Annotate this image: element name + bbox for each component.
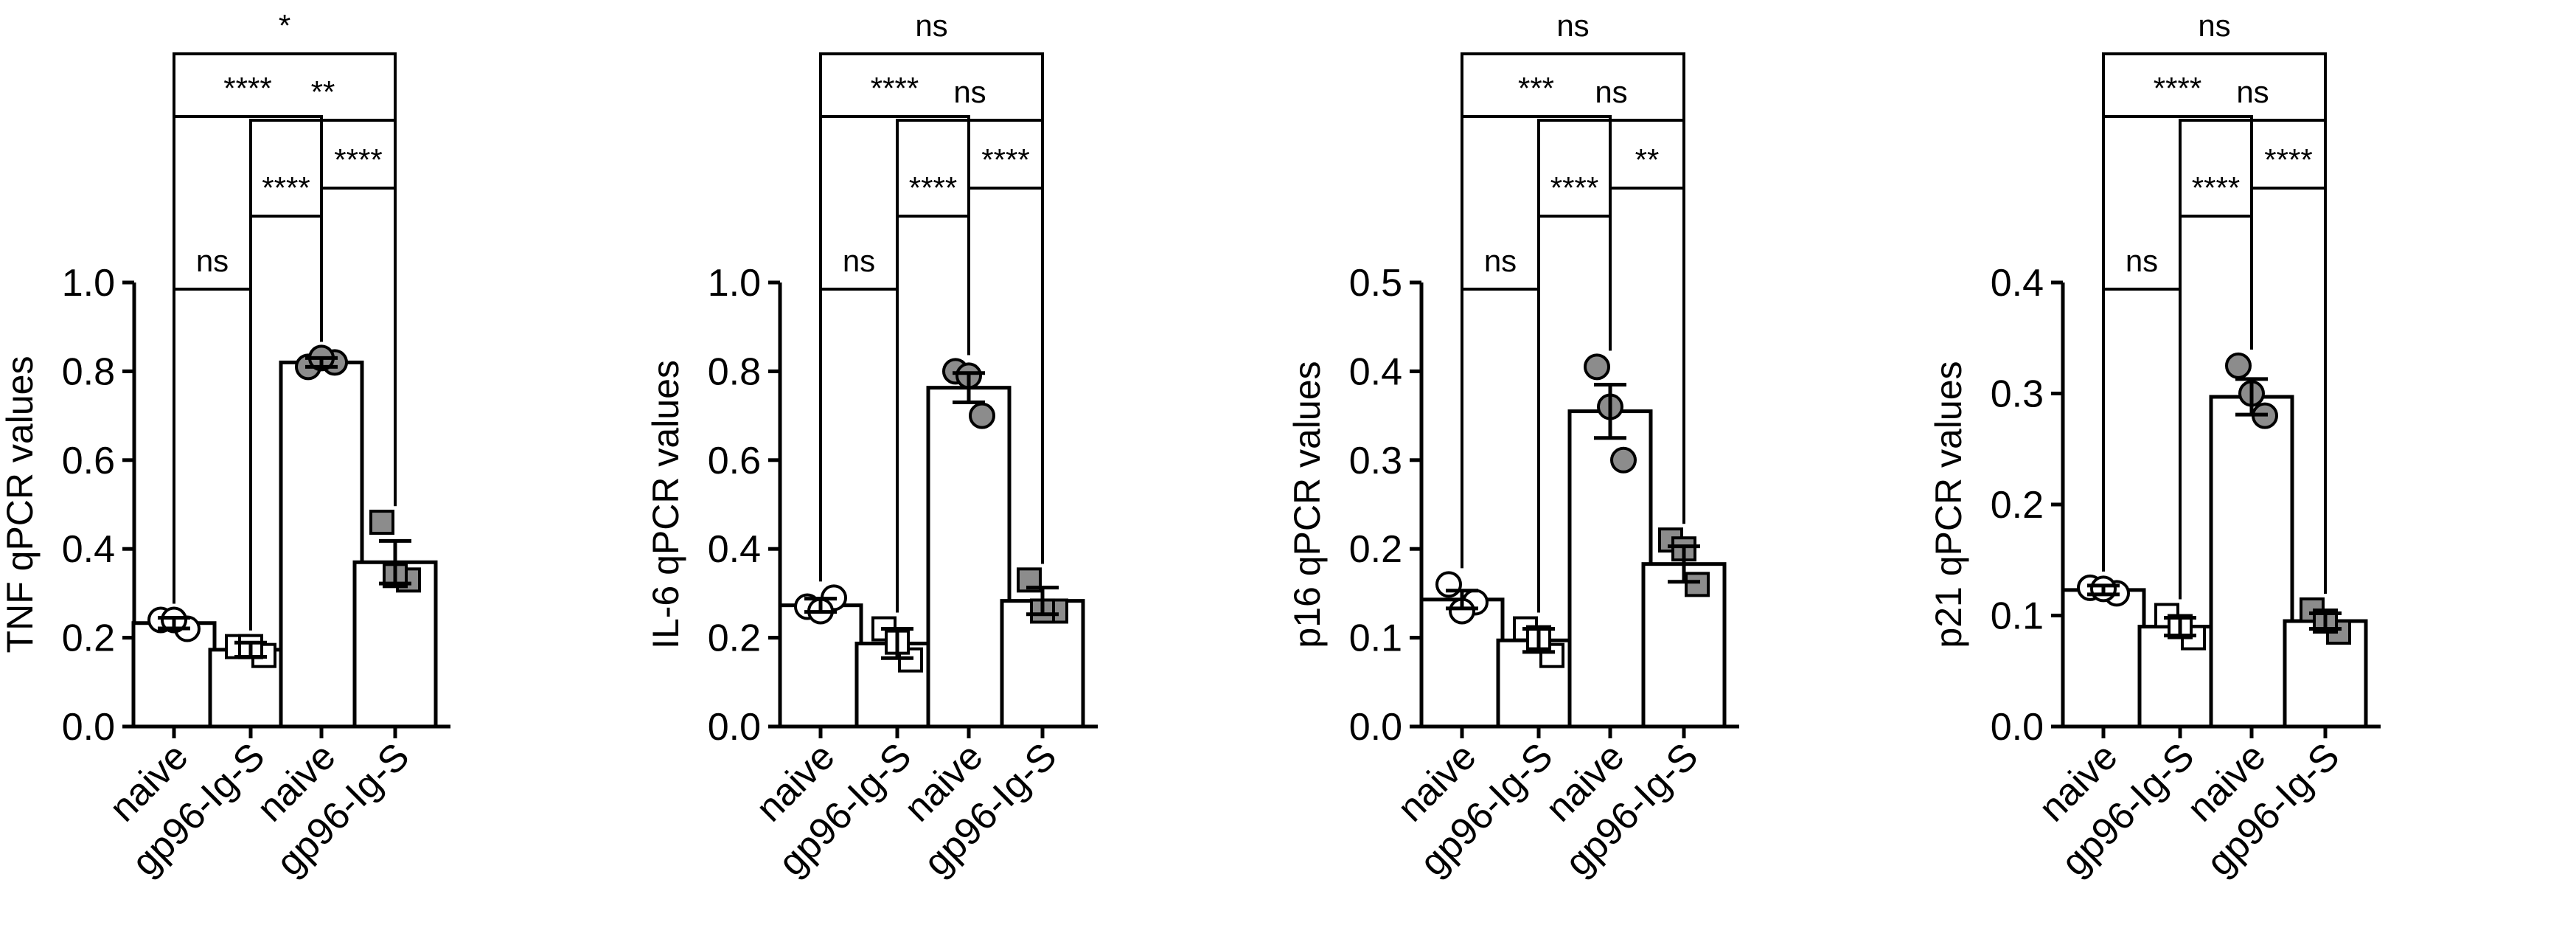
bar — [208, 648, 293, 729]
y-tick-label: 0.8 — [62, 350, 115, 393]
significance-label: **** — [2154, 71, 2201, 105]
significance-bracket — [2102, 288, 2182, 600]
significance-bracket — [2102, 52, 2327, 289]
significance-label: ns — [1484, 243, 1517, 278]
significance-label: **** — [262, 170, 310, 205]
significance-label: *** — [1518, 71, 1554, 105]
y-tick-label: 0.2 — [1991, 484, 2044, 527]
significance-label: **** — [871, 71, 919, 105]
y-tick-label: 0.8 — [708, 350, 761, 393]
y-tick-label: 0.4 — [1991, 262, 2044, 305]
significance-bracket — [819, 52, 1044, 289]
significance-label: **** — [2264, 142, 2312, 177]
significance-label: ns — [953, 74, 986, 109]
chart-panel-2: 0.00.20.40.60.81.0IL-6 qPCR valuesnaiveg… — [645, 8, 1098, 884]
significance-label: ns — [2198, 8, 2230, 43]
significance-label: **** — [981, 142, 1029, 177]
y-tick-label: 0.2 — [1349, 528, 1402, 571]
y-tick-label: 0.6 — [708, 440, 761, 482]
bar — [2209, 395, 2294, 729]
data-point — [1584, 353, 1610, 381]
bar — [2283, 619, 2368, 729]
bar — [2061, 588, 2146, 729]
significance-label: ns — [843, 243, 875, 278]
y-tick-label: 0.0 — [62, 706, 115, 749]
significance-label: ns — [196, 243, 229, 278]
significance-label: **** — [223, 71, 271, 105]
significance-label: ns — [1556, 8, 1589, 43]
y-tick-label: 1.0 — [708, 262, 761, 305]
significance-bracket — [1461, 52, 1685, 289]
data-point — [2225, 352, 2252, 379]
bar — [926, 386, 1012, 729]
y-tick-label: 0.3 — [1991, 373, 2044, 416]
significance-bracket — [1461, 288, 1540, 613]
significance-label: ns — [1595, 74, 1627, 109]
y-tick-label: 0.4 — [62, 528, 115, 571]
y-tick-label: 0.4 — [1349, 350, 1402, 393]
y-axis-title: p21 qPCR values — [1928, 361, 1969, 648]
y-tick-label: 0.1 — [1349, 617, 1402, 660]
significance-label: ns — [2126, 243, 2158, 278]
significance-label: **** — [1550, 170, 1598, 205]
significance-label: **** — [2192, 170, 2240, 205]
significance-label: * — [279, 8, 290, 43]
y-tick-label: 0.6 — [62, 440, 115, 482]
significance-label: ns — [915, 8, 947, 43]
data-point — [1435, 571, 1462, 598]
y-tick-label: 0.5 — [1349, 262, 1402, 305]
y-tick-label: 0.4 — [708, 528, 761, 571]
y-tick-label: 0.3 — [1349, 440, 1402, 482]
y-axis-title: p16 qPCR values — [1287, 361, 1328, 648]
bar — [778, 603, 863, 729]
significance-bracket — [819, 288, 899, 613]
data-point — [1610, 446, 1637, 474]
bar — [1567, 409, 1653, 729]
bar — [279, 360, 364, 729]
y-tick-label: 0.2 — [708, 617, 761, 660]
y-tick-label: 0.0 — [708, 706, 761, 749]
significance-bracket — [173, 52, 397, 289]
y-tick-label: 0.1 — [1991, 595, 2044, 638]
y-tick-label: 1.0 — [62, 262, 115, 305]
y-axis-title: IL-6 qPCR values — [645, 360, 686, 649]
significance-bracket — [173, 288, 252, 631]
significance-label: ** — [311, 74, 335, 109]
bar — [2137, 625, 2223, 729]
y-axis-title: TNF qPCR values — [0, 356, 41, 654]
y-tick-label: 0.0 — [1349, 706, 1402, 749]
data-point — [369, 510, 394, 535]
significance-label: **** — [909, 170, 957, 205]
significance-label: ns — [2236, 74, 2269, 109]
y-tick-label: 0.2 — [62, 617, 115, 660]
significance-label: **** — [334, 142, 382, 177]
y-tick-label: 0.0 — [1991, 706, 2044, 749]
bar — [131, 621, 217, 729]
significance-label: ** — [1635, 142, 1660, 177]
bar — [1641, 562, 1727, 729]
data-point — [969, 402, 995, 429]
data-point — [1685, 572, 1710, 597]
